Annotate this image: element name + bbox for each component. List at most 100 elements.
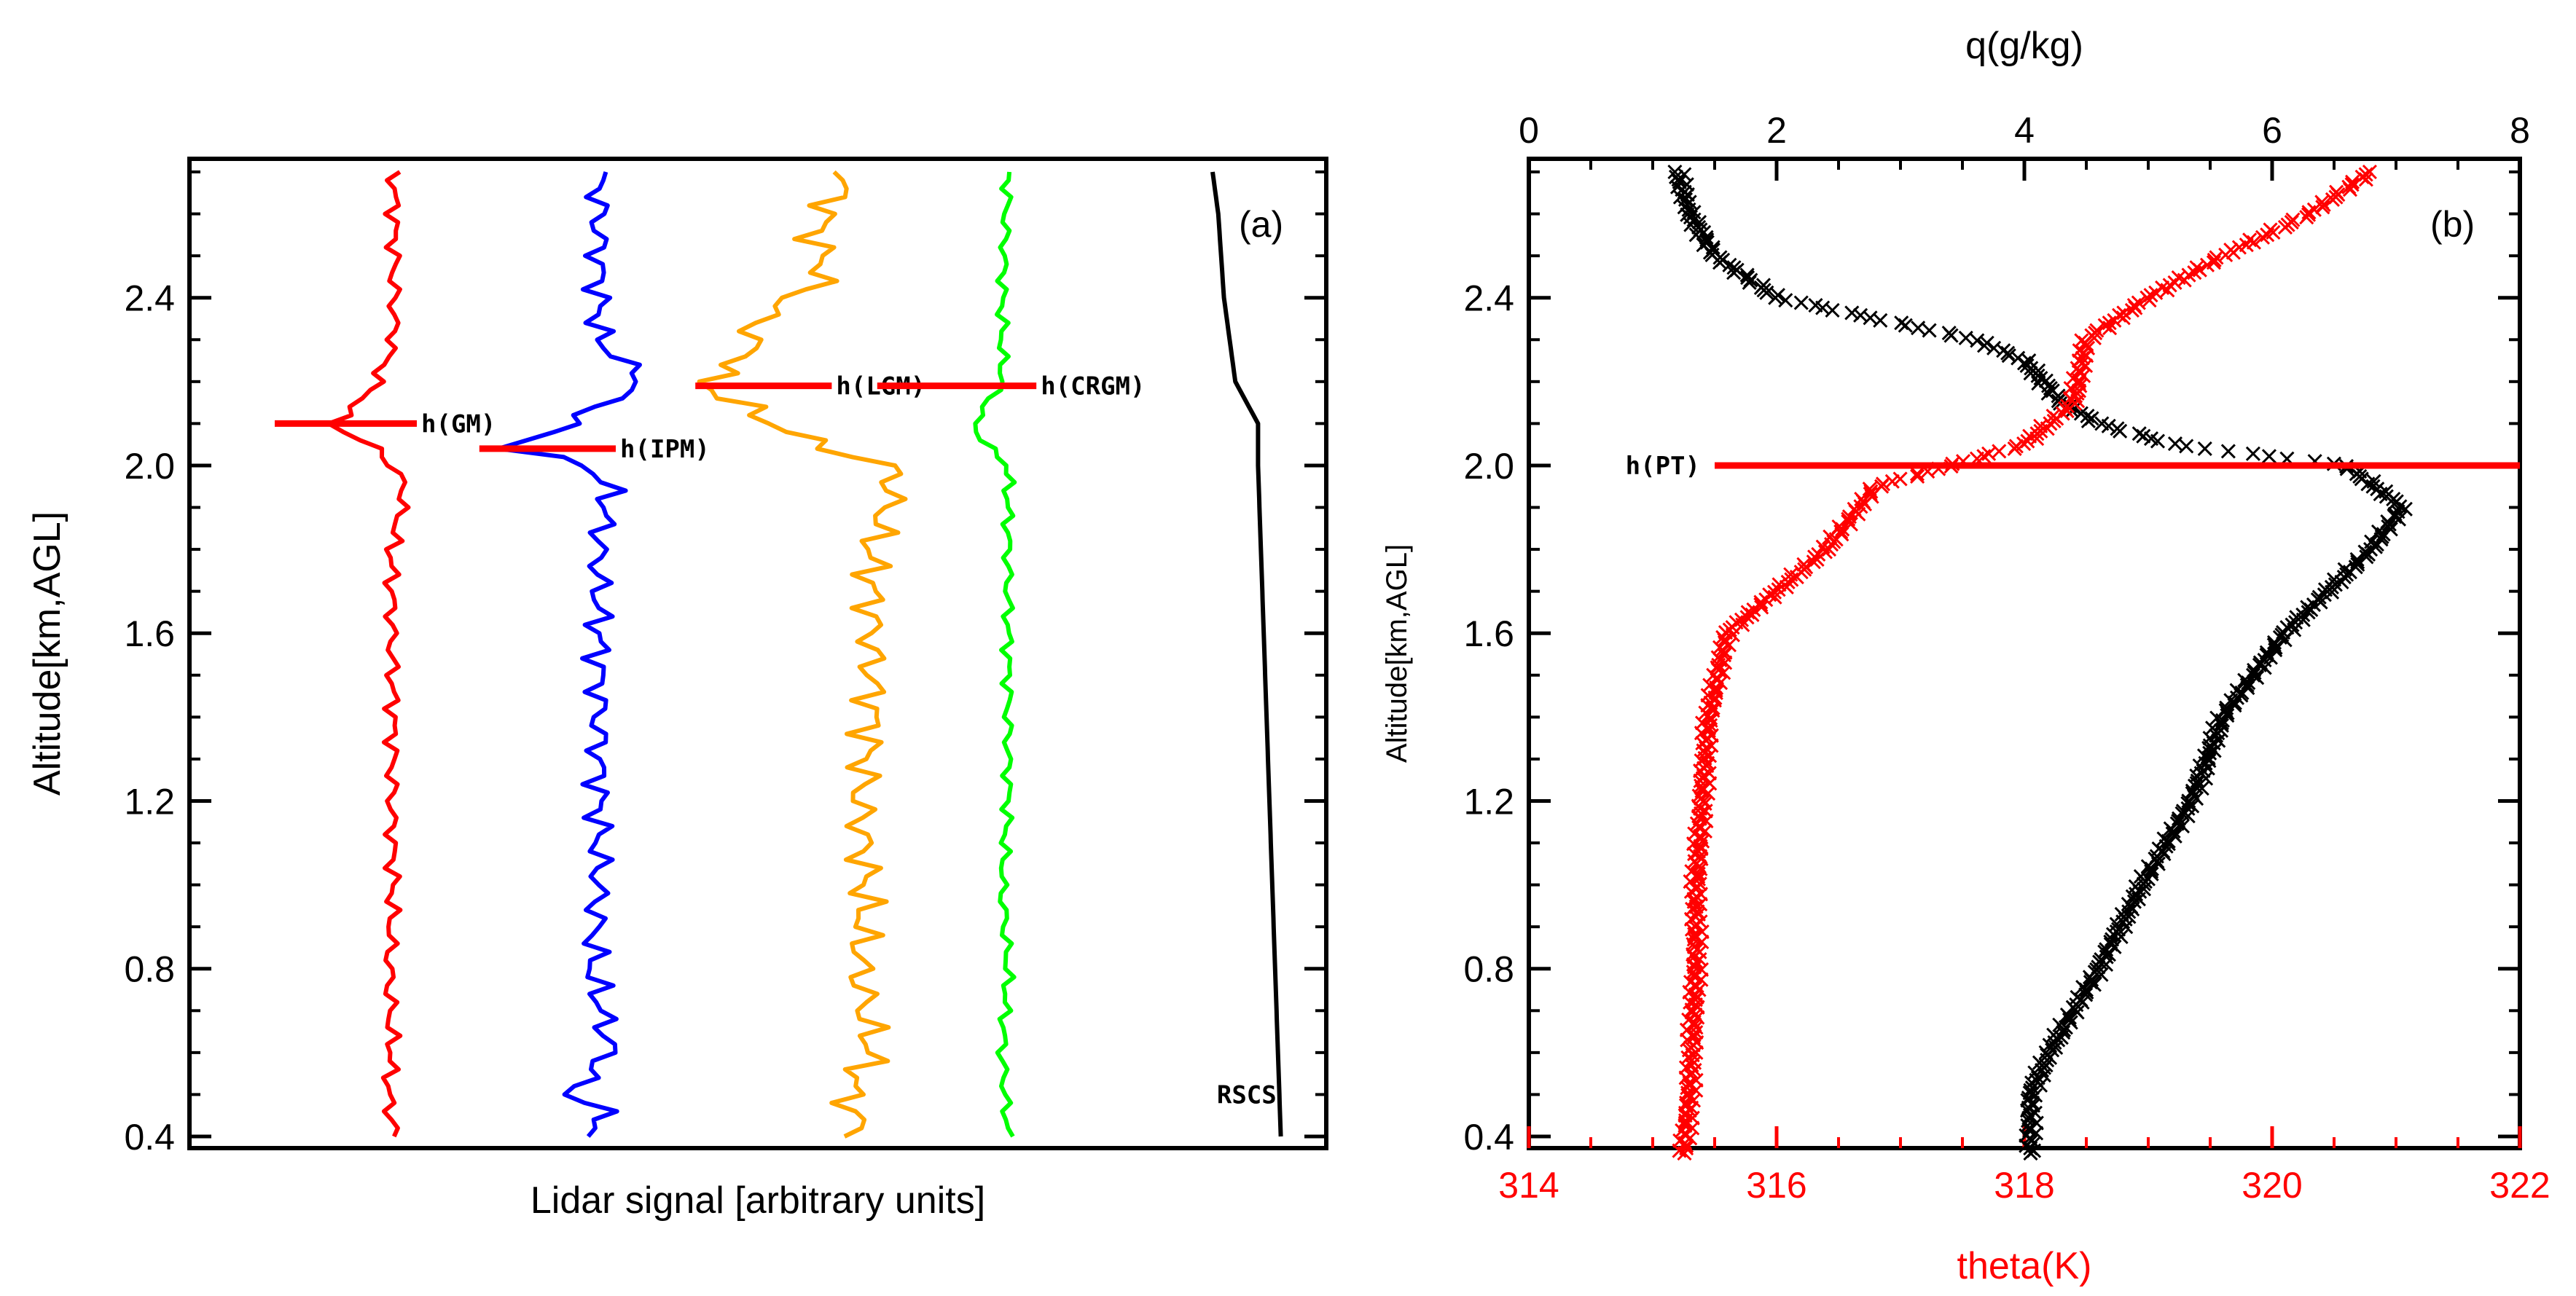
q-axis-tick-label: 0: [1519, 110, 1539, 151]
q-point: [1970, 333, 1985, 348]
q-point: [2156, 831, 2172, 847]
series-lgm-line: [697, 170, 908, 1139]
panel-b-frame: [1527, 157, 2522, 1150]
q-point: [2094, 416, 2110, 431]
theta-point: [2285, 212, 2301, 227]
panel-b: 0.4 0.8 1.2 1.6 2.0 2.4 0 2 4 6 8 314 316 318 320 322 h…: [1381, 25, 2550, 1287]
panel-b-series: [1667, 164, 2413, 1161]
q-point: [1922, 323, 1937, 338]
panel-b-ytick-label: 1.6: [1463, 613, 1514, 654]
q-point: [1793, 295, 1809, 310]
q-point: [2350, 554, 2365, 570]
q-point: [2214, 718, 2229, 733]
series-ipm-line: [496, 171, 642, 1138]
q-point: [1755, 278, 1772, 293]
q-point: [2197, 441, 2212, 456]
theta-point: [2126, 297, 2142, 313]
q-point: [1958, 330, 1973, 346]
q-point: [2131, 426, 2147, 441]
theta-point: [2131, 295, 2146, 310]
q-point: [1911, 321, 1926, 336]
q-point: [2021, 353, 2037, 369]
q-point: [1699, 235, 1715, 250]
panel-b-label: (b): [2430, 204, 2475, 245]
annotation-hpt-label: h(PT): [1626, 452, 1700, 481]
q-point: [2179, 439, 2194, 454]
q-point: [2165, 826, 2180, 841]
panel-b-ylabel: Altitude[km,AGL]: [1381, 544, 1413, 763]
q-point: [1941, 325, 1957, 341]
q-point: [2379, 484, 2394, 499]
q-point: [1986, 340, 2002, 356]
series-q-markers: [1667, 164, 2413, 1161]
panel-a-ytick-label: 0.8: [124, 949, 175, 990]
theta-axis-tick-label: 316: [1746, 1165, 1806, 1206]
theta-point: [1875, 476, 1891, 492]
theta-point: [2209, 250, 2224, 265]
q-point: [2084, 411, 2099, 426]
theta-point: [1863, 487, 1878, 502]
theta-point: [2344, 177, 2360, 192]
q-point: [1996, 343, 2011, 358]
theta-axis-tick-label: 314: [1498, 1165, 1559, 1206]
theta-point: [2116, 305, 2131, 321]
theta-point: [2314, 195, 2330, 210]
panel-a-frame: [187, 157, 1328, 1150]
q-point: [1726, 260, 1742, 275]
panel-a-ytick-label: 1.6: [124, 613, 175, 654]
theta-point: [1684, 864, 1699, 879]
q-axis-tick-label: 8: [2510, 110, 2530, 151]
q-point: [1808, 297, 1823, 313]
series-crgm-line: [973, 171, 1017, 1138]
q-point: [2046, 1027, 2062, 1042]
q-point: [2128, 879, 2143, 894]
panel-b-ytick-label: 0.4: [1463, 1117, 1514, 1158]
theta-point: [1862, 482, 1877, 497]
q-point: [2133, 869, 2148, 884]
theta-point: [1771, 582, 1786, 597]
series-gm-line: [326, 170, 411, 1138]
series-theta-markers: [1672, 164, 2377, 1161]
q-axis-tick-label: 2: [1766, 110, 1787, 151]
theta-point: [2329, 184, 2344, 200]
theta-point: [2074, 333, 2089, 348]
theta-point: [1815, 539, 1831, 554]
theta-point: [2246, 235, 2262, 250]
q-point: [2229, 683, 2244, 698]
panel-a-ylabel: Altitude[km,AGL]: [26, 511, 68, 796]
theta-point: [1841, 514, 1856, 530]
theta-point: [1992, 444, 2007, 459]
q-axis-tick-label: 4: [2014, 110, 2035, 151]
q-point: [2171, 814, 2186, 829]
q-point: [2190, 773, 2205, 788]
q-point: [1699, 232, 1715, 248]
q-point: [2261, 449, 2277, 464]
q-point: [2024, 1080, 2040, 1096]
panel-b-top-axis-title: q(g/kg): [1965, 25, 2083, 67]
q-point: [2052, 1017, 2067, 1032]
q-point: [1667, 164, 1683, 180]
panel-a-annotations: h(GM)h(IPM)h(LGM)h(CRGM)RSCS: [275, 372, 1277, 1110]
q-point: [2370, 482, 2385, 497]
theta-point: [1681, 1012, 1696, 1028]
q-point: [2136, 428, 2151, 444]
q-point: [2083, 975, 2098, 990]
theta-point: [2097, 318, 2113, 333]
q-point: [2337, 562, 2352, 577]
theta-point: [2089, 323, 2105, 338]
q-point: [2220, 444, 2236, 459]
theta-point: [1754, 600, 1769, 615]
q-point: [1668, 169, 1684, 184]
theta-point: [2263, 222, 2278, 237]
q-point: [1691, 219, 1707, 235]
panel-a-ytick-label: 1.2: [124, 781, 175, 822]
theta-point: [2242, 232, 2258, 248]
theta-point: [1766, 584, 1782, 600]
theta-point: [2362, 164, 2377, 180]
theta-point: [2345, 174, 2360, 189]
annotation-hipm-label: h(IPM): [620, 435, 710, 464]
panel-a-label: (a): [1239, 204, 1283, 245]
q-point: [2144, 866, 2159, 881]
theta-point: [1884, 474, 1900, 489]
